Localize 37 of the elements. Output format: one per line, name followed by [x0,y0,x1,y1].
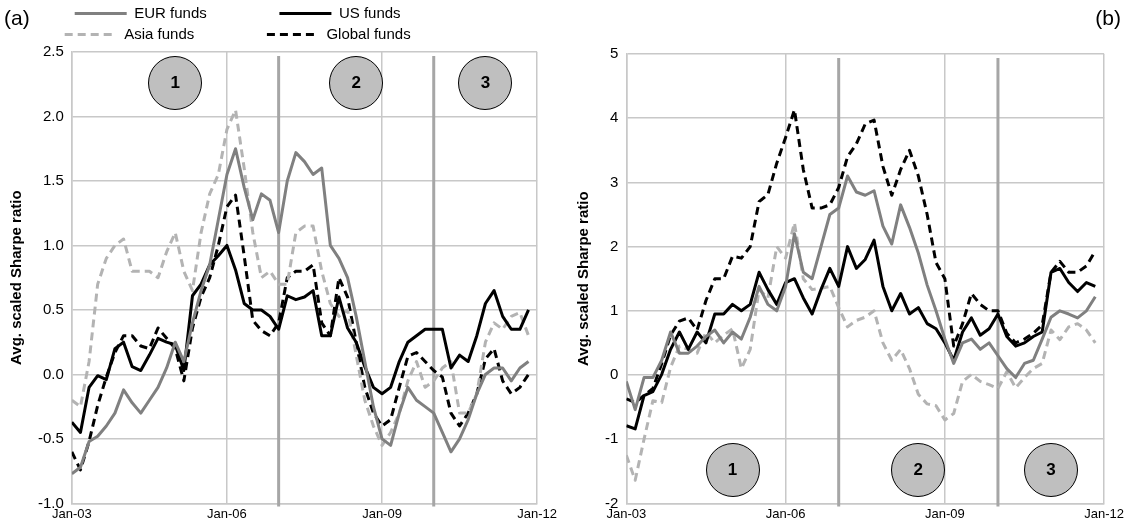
x-tick-label: Jan-12 [1084,505,1124,521]
circle-badge: 3 [1024,443,1079,498]
y-axis-title: Avg. scaled Sharpe ratio [7,190,25,365]
y-tick-label: -0.5 [37,429,64,447]
y-tick-label: -1 [604,429,619,447]
y-tick-label: 0.5 [42,300,64,318]
x-tick-label: Jan-09 [362,505,402,521]
line-series [71,108,531,447]
x-tick-label: Jan-09 [924,505,965,521]
chart-title: (a) [4,6,30,30]
line-series [626,221,1097,482]
y-tick-label: 3 [609,172,619,190]
y-axis-title: Avg. scaled Sharpe ratio [574,191,592,366]
y-tick-label: 0 [609,365,619,383]
y-tick-label: 0.0 [42,364,64,382]
legend-label: Global funds [326,24,478,42]
circle-badge: 1 [705,443,760,498]
legend-label: Asia funds [124,24,261,42]
x-tick-label: Jan-06 [207,505,247,521]
y-tick-label: 2.5 [42,42,64,60]
legend-label: US funds [338,3,468,21]
y-tick-label: 1.0 [42,235,64,253]
line-series [71,193,531,472]
circle-badge: 2 [891,443,946,498]
legend-label: EUR funds [134,3,274,21]
y-tick-label: 4 [609,108,619,126]
y-tick-label: 2 [609,236,619,254]
y-tick-label: 1 [609,300,619,318]
circle-badge: 3 [458,56,513,110]
chart-title: (b) [1095,6,1121,30]
y-tick-label: 1.5 [42,171,64,189]
circle-badge: 2 [329,56,384,110]
y-tick-label: 5 [609,44,619,62]
x-tick-label: Jan-12 [517,505,557,521]
circle-badge: 1 [148,56,203,110]
y-tick-label: 2.0 [42,106,64,124]
x-tick-label: Jan-06 [765,505,806,521]
